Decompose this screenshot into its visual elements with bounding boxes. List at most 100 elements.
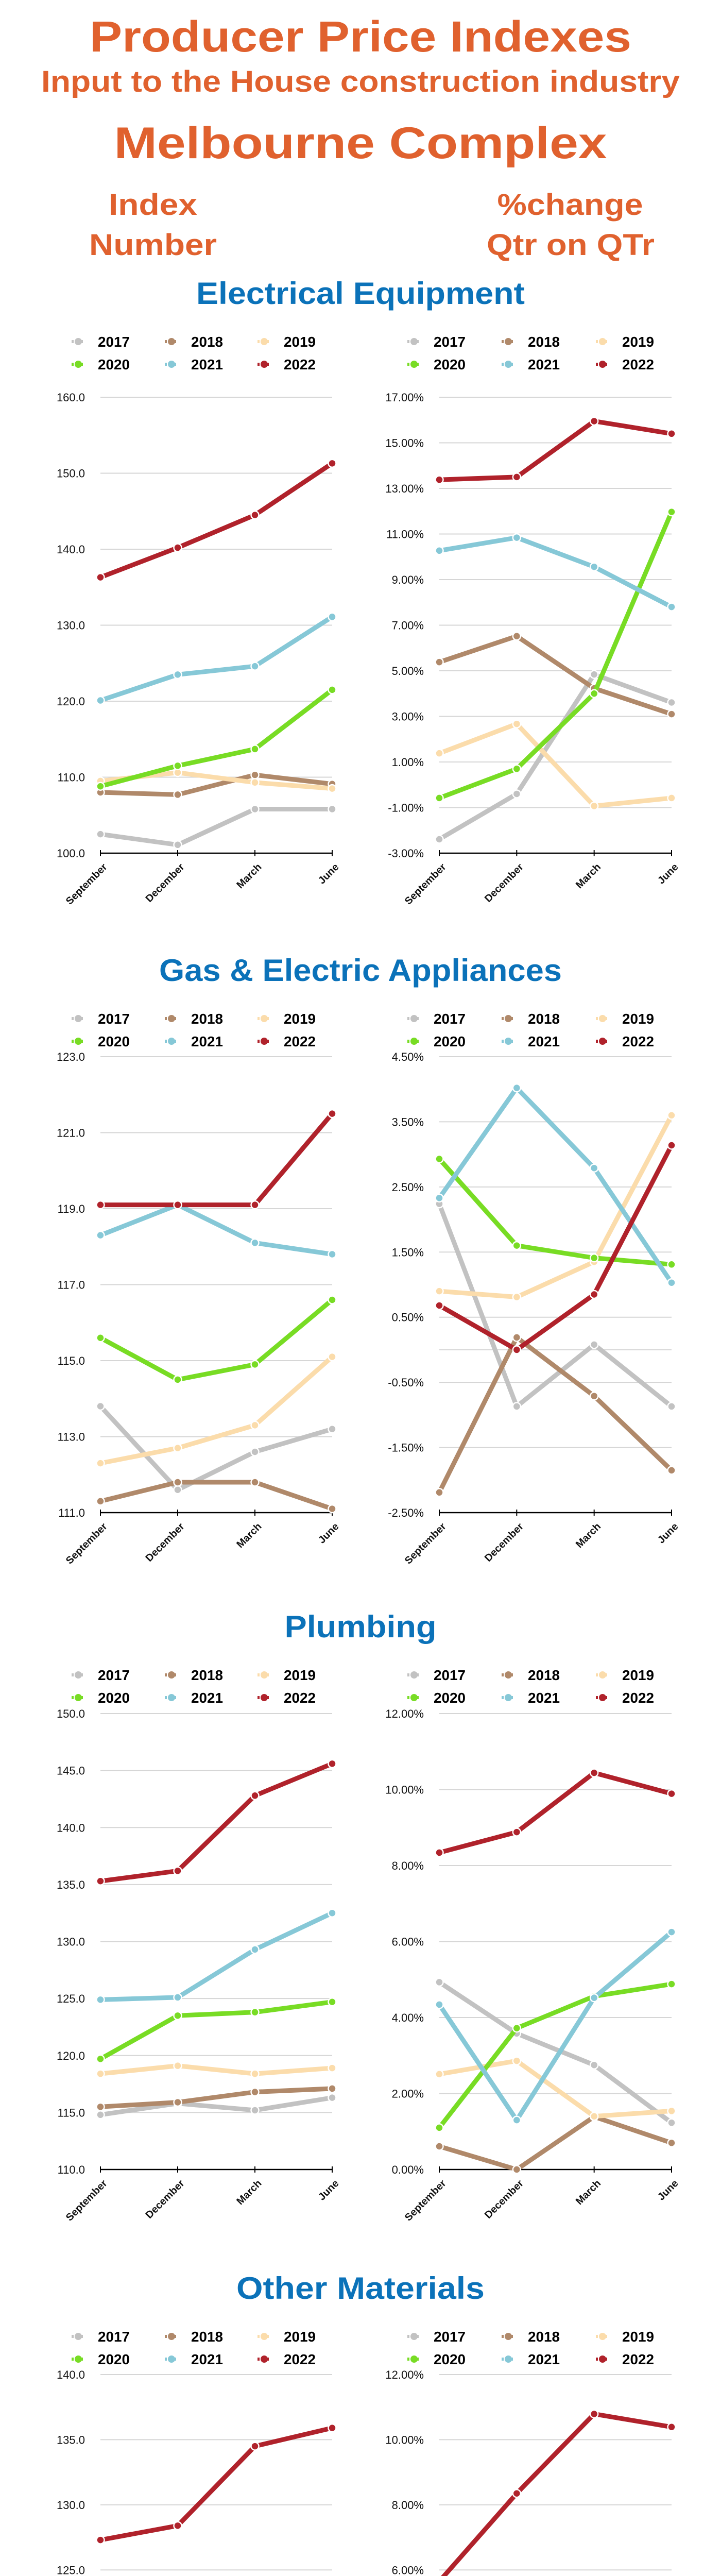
legend-item-2017: 2017 <box>72 1011 130 1027</box>
data-point <box>512 2056 522 2065</box>
series-2020 <box>96 1997 337 2064</box>
series-line-2018 <box>438 2114 673 2172</box>
legend-item-2019: 2019 <box>258 1011 316 1027</box>
data-point <box>667 1260 676 1269</box>
legend-marker <box>261 1015 268 1022</box>
y-tick-label: 130.0 <box>57 1936 85 1948</box>
series-group <box>435 1083 676 1497</box>
legend-label: 2018 <box>191 334 223 350</box>
x-tick-label: September <box>403 861 449 907</box>
data-point <box>667 1402 676 1411</box>
y-tick-label: 5.00% <box>392 665 424 677</box>
data-point <box>96 2535 105 2545</box>
y-tick-label: 7.00% <box>392 619 424 632</box>
x-axis: September December March June <box>403 2166 681 2224</box>
series-line-2017 <box>100 2095 333 2117</box>
legend-marker <box>505 1671 512 1679</box>
y-axis: 100.0 110.0 120.0 130.0 140.0 150.0 160.0 <box>57 391 332 860</box>
data-point <box>512 2165 522 2174</box>
data-point <box>667 1278 676 1287</box>
y-tick-label: 10.00% <box>385 2433 424 2446</box>
x-tick-label: December <box>144 2178 187 2221</box>
legend: 2017 2018 2019 2020 2021 2022 <box>407 1011 654 1049</box>
data-point <box>96 2054 105 2064</box>
data-point <box>667 1466 676 1475</box>
series-2017 <box>435 1977 676 2128</box>
y-tick-label: 17.00% <box>385 391 424 404</box>
legend-marker <box>261 338 268 345</box>
series-2019 <box>96 2061 337 2078</box>
series-2017 <box>435 670 676 844</box>
legend-item-2022: 2022 <box>258 2351 316 2367</box>
series-2021 <box>96 1908 337 2005</box>
data-point <box>667 1141 676 1150</box>
series-2022 <box>435 416 676 484</box>
legend-label: 2021 <box>528 1033 560 1049</box>
x-tick-label: June <box>656 861 681 887</box>
section-title: Plumbing <box>285 1609 437 1644</box>
legend-item-2018: 2018 <box>165 334 223 350</box>
series-group <box>96 1109 337 1514</box>
y-tick-label: 125.0 <box>57 1992 85 2005</box>
y-tick-label: 15.00% <box>385 437 424 450</box>
legend-marker <box>505 1694 512 1701</box>
data-point <box>173 2061 182 2071</box>
data-point <box>250 1420 260 1430</box>
series-2018 <box>435 2112 676 2174</box>
legend-label: 2018 <box>528 2329 560 2345</box>
data-point <box>512 1241 522 1250</box>
x-tick-label: June <box>316 861 341 887</box>
legend-label: 2021 <box>528 2351 560 2367</box>
data-point <box>173 790 182 800</box>
data-point <box>435 835 444 844</box>
legend: 2017 2018 2019 2020 2021 2022 <box>407 1667 654 1706</box>
y-tick-label: 2.50% <box>392 1181 424 1194</box>
chart-other-materials-index: 201720182019202020212022105.0110.0115.01… <box>57 2329 337 2576</box>
data-point <box>435 793 444 803</box>
legend-label: 2017 <box>98 1667 130 1683</box>
data-point <box>96 2110 105 2120</box>
legend-label: 2020 <box>98 2351 130 2367</box>
data-point <box>435 1488 444 1497</box>
data-point <box>589 689 599 698</box>
legend-item-2022: 2022 <box>596 2351 654 2367</box>
data-point <box>328 784 337 793</box>
legend-item-2020: 2020 <box>407 1033 466 1049</box>
series-2020 <box>435 507 676 803</box>
series-2019 <box>435 2056 676 2121</box>
data-point <box>589 562 599 571</box>
y-tick-label: 13.00% <box>385 482 424 495</box>
legend-label: 2020 <box>98 1033 130 1049</box>
series-group <box>441 2409 676 2576</box>
data-point <box>435 1154 444 1164</box>
legend-label: 2017 <box>434 2329 466 2345</box>
legend-label: 2022 <box>622 1690 654 1706</box>
x-tick-label: December <box>483 1521 526 1564</box>
data-point <box>328 1295 337 1304</box>
data-point <box>328 1425 337 1434</box>
x-tick-label: June <box>656 1521 681 1546</box>
series-line-2020 <box>99 1298 334 1382</box>
y-tick-label: 123.0 <box>57 1050 85 1063</box>
legend-label: 2019 <box>284 1667 316 1683</box>
legend-marker <box>410 1015 418 1022</box>
data-point <box>435 657 444 667</box>
data-point <box>512 719 522 728</box>
y-tick-label: 111.0 <box>58 1506 85 1519</box>
series-2018 <box>435 631 676 719</box>
data-point <box>328 1908 337 1918</box>
legend-marker <box>75 1038 82 1045</box>
series-line-2022 <box>100 1761 333 1884</box>
series-2021 <box>96 1200 337 1259</box>
series-2022 <box>96 1109 337 1210</box>
legend-label: 2019 <box>284 2329 316 2345</box>
data-point <box>250 1447 260 1456</box>
data-point <box>173 1478 182 1487</box>
legend-label: 2018 <box>191 2329 223 2345</box>
legend-marker <box>261 361 268 368</box>
right-caption-line-2: Qtr on QTr <box>487 228 655 262</box>
legend-marker <box>168 1015 175 1022</box>
data-point <box>589 1340 599 1349</box>
legend-label: 2020 <box>434 1033 466 1049</box>
